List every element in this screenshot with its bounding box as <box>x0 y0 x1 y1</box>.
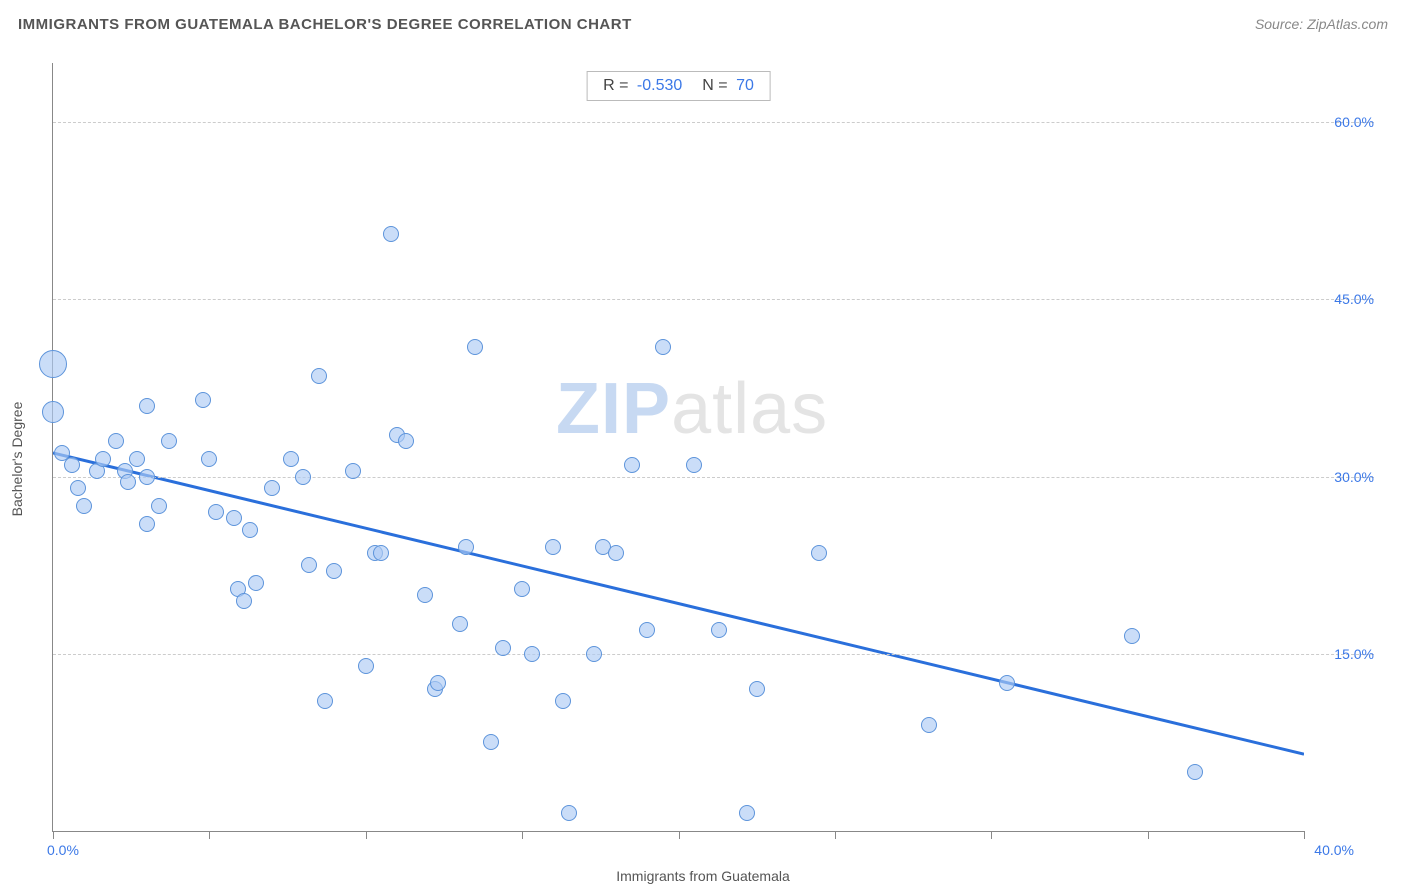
y-tick-label: 45.0% <box>1314 291 1374 307</box>
data-point[interactable] <box>120 474 136 490</box>
y-tick-label: 30.0% <box>1314 469 1374 485</box>
data-point[interactable] <box>311 368 327 384</box>
watermark: ZIPatlas <box>556 368 828 450</box>
data-point[interactable] <box>655 339 671 355</box>
data-point[interactable] <box>64 457 80 473</box>
gridline <box>53 122 1374 123</box>
plot-area: ZIPatlas R = -0.530 N = 70 15.0%30.0%45.… <box>52 63 1304 832</box>
data-point[interactable] <box>608 545 624 561</box>
x-tick <box>835 831 836 839</box>
data-point[interactable] <box>208 504 224 520</box>
data-point[interactable] <box>139 516 155 532</box>
data-point[interactable] <box>317 693 333 709</box>
data-point[interactable] <box>483 734 499 750</box>
data-point[interactable] <box>108 433 124 449</box>
data-point[interactable] <box>70 480 86 496</box>
source-attribution: Source: ZipAtlas.com <box>1255 16 1388 32</box>
data-point[interactable] <box>811 545 827 561</box>
data-point[interactable] <box>248 575 264 591</box>
data-point[interactable] <box>226 510 242 526</box>
data-point[interactable] <box>151 498 167 514</box>
data-point[interactable] <box>624 457 640 473</box>
data-point[interactable] <box>561 805 577 821</box>
y-tick-label: 15.0% <box>1314 646 1374 662</box>
data-point[interactable] <box>417 587 433 603</box>
data-point[interactable] <box>999 675 1015 691</box>
data-point[interactable] <box>586 646 602 662</box>
data-point[interactable] <box>295 469 311 485</box>
regression-line <box>53 63 1304 831</box>
data-point[interactable] <box>467 339 483 355</box>
data-point[interactable] <box>161 433 177 449</box>
gridline <box>53 299 1374 300</box>
data-point[interactable] <box>921 717 937 733</box>
data-point[interactable] <box>42 401 64 423</box>
data-point[interactable] <box>129 451 145 467</box>
data-point[interactable] <box>495 640 511 656</box>
y-axis-label: Bachelor's Degree <box>9 401 25 516</box>
data-point[interactable] <box>201 451 217 467</box>
data-point[interactable] <box>514 581 530 597</box>
data-point[interactable] <box>195 392 211 408</box>
y-tick-label: 60.0% <box>1314 114 1374 130</box>
data-point[interactable] <box>452 616 468 632</box>
x-tick <box>991 831 992 839</box>
x-tick <box>366 831 367 839</box>
data-point[interactable] <box>358 658 374 674</box>
chart-container: Bachelor's Degree ZIPatlas R = -0.530 N … <box>22 55 1384 862</box>
data-point[interactable] <box>639 622 655 638</box>
data-point[interactable] <box>283 451 299 467</box>
data-point[interactable] <box>1187 764 1203 780</box>
data-point[interactable] <box>524 646 540 662</box>
data-point[interactable] <box>139 398 155 414</box>
data-point[interactable] <box>749 681 765 697</box>
data-point[interactable] <box>555 693 571 709</box>
data-point[interactable] <box>39 350 67 378</box>
data-point[interactable] <box>458 539 474 555</box>
data-point[interactable] <box>264 480 280 496</box>
data-point[interactable] <box>242 522 258 538</box>
data-point[interactable] <box>383 226 399 242</box>
data-point[interactable] <box>345 463 361 479</box>
data-point[interactable] <box>739 805 755 821</box>
x-tick <box>209 831 210 839</box>
data-point[interactable] <box>545 539 561 555</box>
data-point[interactable] <box>301 557 317 573</box>
data-point[interactable] <box>326 563 342 579</box>
x-tick <box>522 831 523 839</box>
x-tick <box>53 831 54 839</box>
stats-box: R = -0.530 N = 70 <box>586 71 771 101</box>
data-point[interactable] <box>1124 628 1140 644</box>
x-tick <box>679 831 680 839</box>
x-tick <box>1148 831 1149 839</box>
data-point[interactable] <box>139 469 155 485</box>
x-tick <box>1304 831 1305 839</box>
data-point[interactable] <box>711 622 727 638</box>
n-stat: N = 70 <box>702 77 754 95</box>
data-point[interactable] <box>373 545 389 561</box>
r-stat: R = -0.530 <box>603 77 682 95</box>
data-point[interactable] <box>398 433 414 449</box>
x-axis-label: Immigrants from Guatemala <box>616 868 790 884</box>
gridline <box>53 477 1374 478</box>
data-point[interactable] <box>430 675 446 691</box>
chart-title: IMMIGRANTS FROM GUATEMALA BACHELOR'S DEG… <box>18 16 632 33</box>
data-point[interactable] <box>76 498 92 514</box>
data-point[interactable] <box>686 457 702 473</box>
gridline <box>53 654 1374 655</box>
x-axis-max-label: 40.0% <box>1314 842 1354 858</box>
x-axis-min-label: 0.0% <box>47 842 79 858</box>
data-point[interactable] <box>236 593 252 609</box>
data-point[interactable] <box>95 451 111 467</box>
